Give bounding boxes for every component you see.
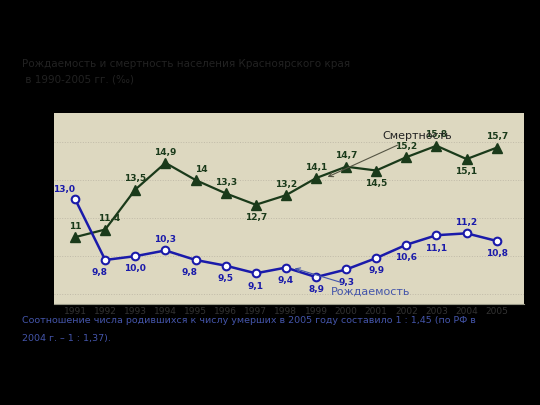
Text: 10,3: 10,3	[154, 235, 177, 244]
Text: 10,0: 10,0	[124, 264, 146, 273]
Text: 10,6: 10,6	[395, 253, 417, 262]
Text: 14,7: 14,7	[335, 151, 357, 160]
Text: 9,1: 9,1	[248, 281, 264, 290]
Text: 2004 г. – 1 : 1,37).: 2004 г. – 1 : 1,37).	[22, 334, 111, 343]
Text: 15,1: 15,1	[456, 167, 478, 176]
Text: 13,3: 13,3	[214, 178, 237, 187]
Text: 13,0: 13,0	[53, 185, 75, 194]
Text: 14,9: 14,9	[154, 147, 177, 157]
Text: 9,8: 9,8	[182, 268, 198, 277]
Text: 13,5: 13,5	[124, 174, 146, 183]
Text: Смертность: Смертность	[329, 131, 452, 177]
Text: в 1990-2005 гг. (‰): в 1990-2005 гг. (‰)	[22, 75, 133, 85]
Text: 14: 14	[195, 165, 207, 174]
Text: 14,5: 14,5	[365, 179, 387, 188]
Text: 9,5: 9,5	[218, 274, 234, 283]
Text: 15,8: 15,8	[426, 130, 448, 139]
Text: 11,4: 11,4	[98, 214, 120, 223]
Text: 9,3: 9,3	[338, 278, 354, 287]
Text: 10,8: 10,8	[485, 249, 508, 258]
Text: 8,9: 8,9	[308, 286, 324, 294]
Text: Рождаемость и смертность населения Красноярского края: Рождаемость и смертность населения Красн…	[22, 59, 350, 69]
Text: 9,4: 9,4	[278, 276, 294, 285]
Text: 9,8: 9,8	[92, 268, 107, 277]
Text: 15,2: 15,2	[395, 142, 417, 151]
Text: 13,2: 13,2	[275, 180, 297, 189]
Text: Рождаемость: Рождаемость	[296, 268, 410, 296]
Text: 15,7: 15,7	[485, 132, 508, 141]
Text: 9,9: 9,9	[368, 266, 384, 275]
Text: 11: 11	[69, 222, 82, 231]
Text: 14,1: 14,1	[305, 163, 327, 172]
Text: 11,2: 11,2	[456, 218, 478, 227]
Text: Соотношение числа родившихся к числу умерших в 2005 году составило 1 : 1,45 (по : Соотношение числа родившихся к числу уме…	[22, 316, 476, 325]
Text: 12,7: 12,7	[245, 213, 267, 222]
Text: 11,1: 11,1	[426, 243, 448, 252]
